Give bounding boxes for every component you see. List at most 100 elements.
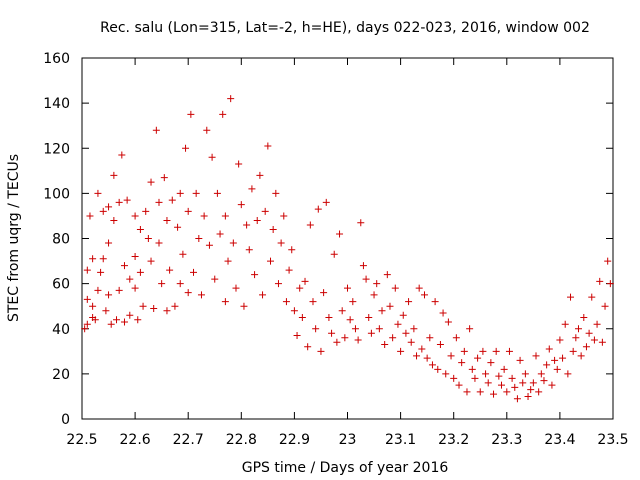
data-point xyxy=(118,151,126,159)
data-point xyxy=(184,207,192,215)
data-point xyxy=(322,198,330,206)
data-point xyxy=(362,275,370,283)
data-point xyxy=(227,95,235,103)
data-point xyxy=(559,354,567,362)
y-tick-label: 160 xyxy=(43,51,70,67)
x-tick-label: 22.6 xyxy=(120,432,151,448)
data-point xyxy=(216,230,224,238)
data-point xyxy=(147,257,155,265)
data-point xyxy=(381,341,389,349)
y-tick-labels: 0 20 40 60 80 100 120 140 160 xyxy=(43,51,70,428)
data-point xyxy=(540,377,548,385)
data-point xyxy=(373,280,381,288)
data-point xyxy=(174,223,182,231)
data-point xyxy=(184,289,192,297)
data-point xyxy=(338,307,346,315)
data-point xyxy=(399,311,407,319)
data-point xyxy=(545,345,553,353)
data-point xyxy=(94,189,102,197)
data-point xyxy=(232,284,240,292)
x-axis-label: GPS time / Days of year 2016 xyxy=(242,460,449,476)
x-tick-label: 23.1 xyxy=(385,432,416,448)
data-point xyxy=(102,307,110,315)
data-point xyxy=(328,329,336,337)
y-tick-label: 0 xyxy=(61,412,70,428)
data-point xyxy=(126,311,134,319)
data-point xyxy=(219,110,227,118)
data-point xyxy=(564,370,572,378)
data-point xyxy=(413,352,421,360)
data-point xyxy=(596,277,604,285)
y-tick-label: 40 xyxy=(52,322,70,338)
data-point xyxy=(115,198,123,206)
data-point xyxy=(317,347,325,355)
data-point xyxy=(89,255,97,263)
data-point xyxy=(535,388,543,396)
data-point xyxy=(375,325,383,333)
data-point xyxy=(543,361,551,369)
data-point xyxy=(179,250,187,258)
data-point xyxy=(83,320,91,328)
data-point xyxy=(197,291,205,299)
data-point xyxy=(484,379,492,387)
data-point xyxy=(519,379,527,387)
data-point xyxy=(492,347,500,355)
data-point xyxy=(94,286,102,294)
data-point xyxy=(89,302,97,310)
data-point xyxy=(556,336,564,344)
data-point xyxy=(282,298,290,306)
data-point xyxy=(142,207,150,215)
data-point xyxy=(471,374,479,382)
data-point xyxy=(205,241,213,249)
data-point xyxy=(235,160,243,168)
data-point xyxy=(601,302,609,310)
data-point xyxy=(105,291,113,299)
data-point xyxy=(495,372,503,380)
data-point xyxy=(309,298,317,306)
data-point xyxy=(251,271,259,279)
data-point xyxy=(444,318,452,326)
data-point xyxy=(434,365,442,373)
data-point xyxy=(407,338,415,346)
plot-frame xyxy=(81,57,614,420)
data-point xyxy=(221,298,229,306)
data-point xyxy=(505,347,513,355)
data-point xyxy=(312,325,320,333)
data-point xyxy=(298,313,306,321)
data-point xyxy=(527,386,535,394)
data-point xyxy=(394,320,402,328)
data-point xyxy=(476,388,484,396)
data-point xyxy=(97,268,105,276)
data-point xyxy=(367,329,375,337)
data-point xyxy=(604,257,612,265)
data-point xyxy=(293,332,301,340)
data-point xyxy=(245,246,253,254)
data-point xyxy=(389,334,397,342)
data-point xyxy=(405,298,413,306)
data-point xyxy=(256,171,264,179)
data-point xyxy=(136,225,144,233)
data-point xyxy=(163,307,171,315)
chart-title: Rec. salu (Lon=315, Lat=-2, h=HE), days … xyxy=(100,20,590,36)
data-point xyxy=(606,280,614,288)
data-point xyxy=(83,266,91,274)
data-point xyxy=(261,207,269,215)
data-point xyxy=(574,325,582,333)
data-point xyxy=(420,291,428,299)
data-point xyxy=(110,171,118,179)
data-point xyxy=(524,392,532,400)
data-point xyxy=(482,370,490,378)
data-point xyxy=(410,325,418,333)
data-point xyxy=(511,383,519,391)
x-tick-label: 23 xyxy=(339,432,357,448)
data-point xyxy=(428,361,436,369)
data-point xyxy=(452,334,460,342)
data-point xyxy=(264,142,272,150)
axis-ticks xyxy=(81,57,614,420)
data-point xyxy=(386,302,394,310)
x-tick-label: 22.7 xyxy=(173,432,204,448)
data-point xyxy=(269,225,277,233)
data-point xyxy=(351,325,359,333)
data-point xyxy=(532,352,540,360)
data-point xyxy=(155,239,163,247)
